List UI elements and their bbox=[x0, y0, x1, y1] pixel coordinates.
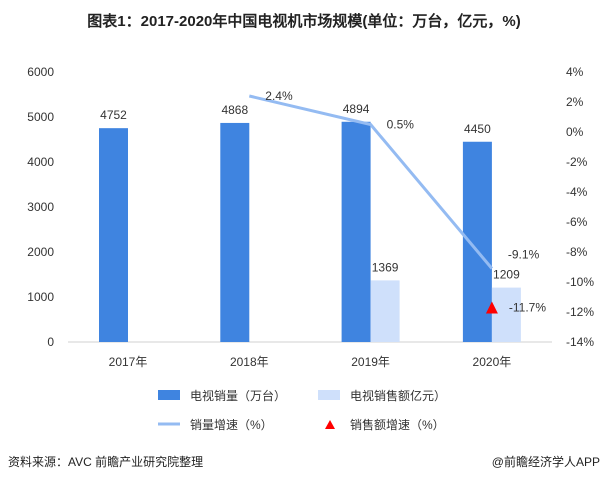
source-note: 资料来源：AVC 前瞻产业研究院整理 bbox=[8, 455, 204, 469]
bar-sales-volume bbox=[99, 128, 128, 342]
chart-title: 图表1：2017-2020年中国电视机市场规模(单位：万台，亿元，%) bbox=[87, 13, 521, 30]
line-point-label: 2.4% bbox=[265, 89, 293, 103]
legend-label: 销量增速（%） bbox=[190, 418, 273, 432]
line-point-label: -9.1% bbox=[508, 248, 540, 262]
legend-label: 销售额增速（%） bbox=[350, 417, 445, 432]
x-tick-label: 2019年 bbox=[351, 355, 390, 369]
bar-label: 4868 bbox=[221, 103, 248, 117]
bar-sales-volume bbox=[220, 122, 250, 342]
right-tick-label: 0% bbox=[566, 125, 584, 139]
marker-amount-growth bbox=[485, 301, 498, 314]
legend-swatch-amount-growth bbox=[325, 420, 335, 429]
right-tick-label: -10% bbox=[566, 275, 594, 289]
legend-label: 电视销售额亿元） bbox=[350, 388, 446, 403]
left-tick-label: 3000 bbox=[27, 200, 54, 214]
left-tick-label: 4000 bbox=[27, 155, 54, 169]
right-tick-label: -12% bbox=[566, 305, 594, 319]
right-tick-label: 2% bbox=[566, 95, 584, 109]
marker-label: -11.7% bbox=[509, 301, 546, 315]
left-tick-label: 0 bbox=[47, 335, 54, 349]
bar-sales-amount bbox=[370, 280, 400, 342]
x-tick-label: 2017年 bbox=[109, 355, 148, 369]
bar-sales-amount bbox=[491, 287, 521, 342]
legend-label: 电视销量（万台） bbox=[190, 388, 286, 403]
line-point-label: 0.5% bbox=[387, 118, 415, 132]
right-tick-label: -4% bbox=[566, 185, 588, 199]
right-tick-label: -6% bbox=[566, 215, 588, 229]
bar-label: 1369 bbox=[372, 260, 399, 274]
line-volume-growth bbox=[248, 94, 494, 270]
right-tick-label: -8% bbox=[566, 245, 588, 259]
bar-label: 4752 bbox=[100, 108, 127, 122]
left-tick-label: 1000 bbox=[27, 290, 54, 304]
left-tick-label: 5000 bbox=[27, 110, 54, 124]
x-tick-label: 2020年 bbox=[473, 355, 512, 369]
bar-label: 4894 bbox=[343, 102, 370, 116]
right-tick-label: -14% bbox=[566, 335, 594, 349]
left-tick-label: 6000 bbox=[27, 65, 54, 79]
left-tick-label: 2000 bbox=[27, 245, 54, 259]
right-tick-label: -2% bbox=[566, 155, 588, 169]
bar-sales-volume bbox=[341, 121, 371, 343]
legend-swatch-sales-amount bbox=[318, 390, 340, 400]
right-tick-label: 4% bbox=[566, 65, 584, 79]
brand-note: @前瞻经济学人APP bbox=[491, 455, 600, 469]
legend-swatch-sales-volume bbox=[158, 390, 180, 400]
bar-label: 1209 bbox=[493, 268, 520, 282]
x-tick-label: 2018年 bbox=[230, 355, 269, 369]
bar-label: 4450 bbox=[464, 122, 491, 136]
